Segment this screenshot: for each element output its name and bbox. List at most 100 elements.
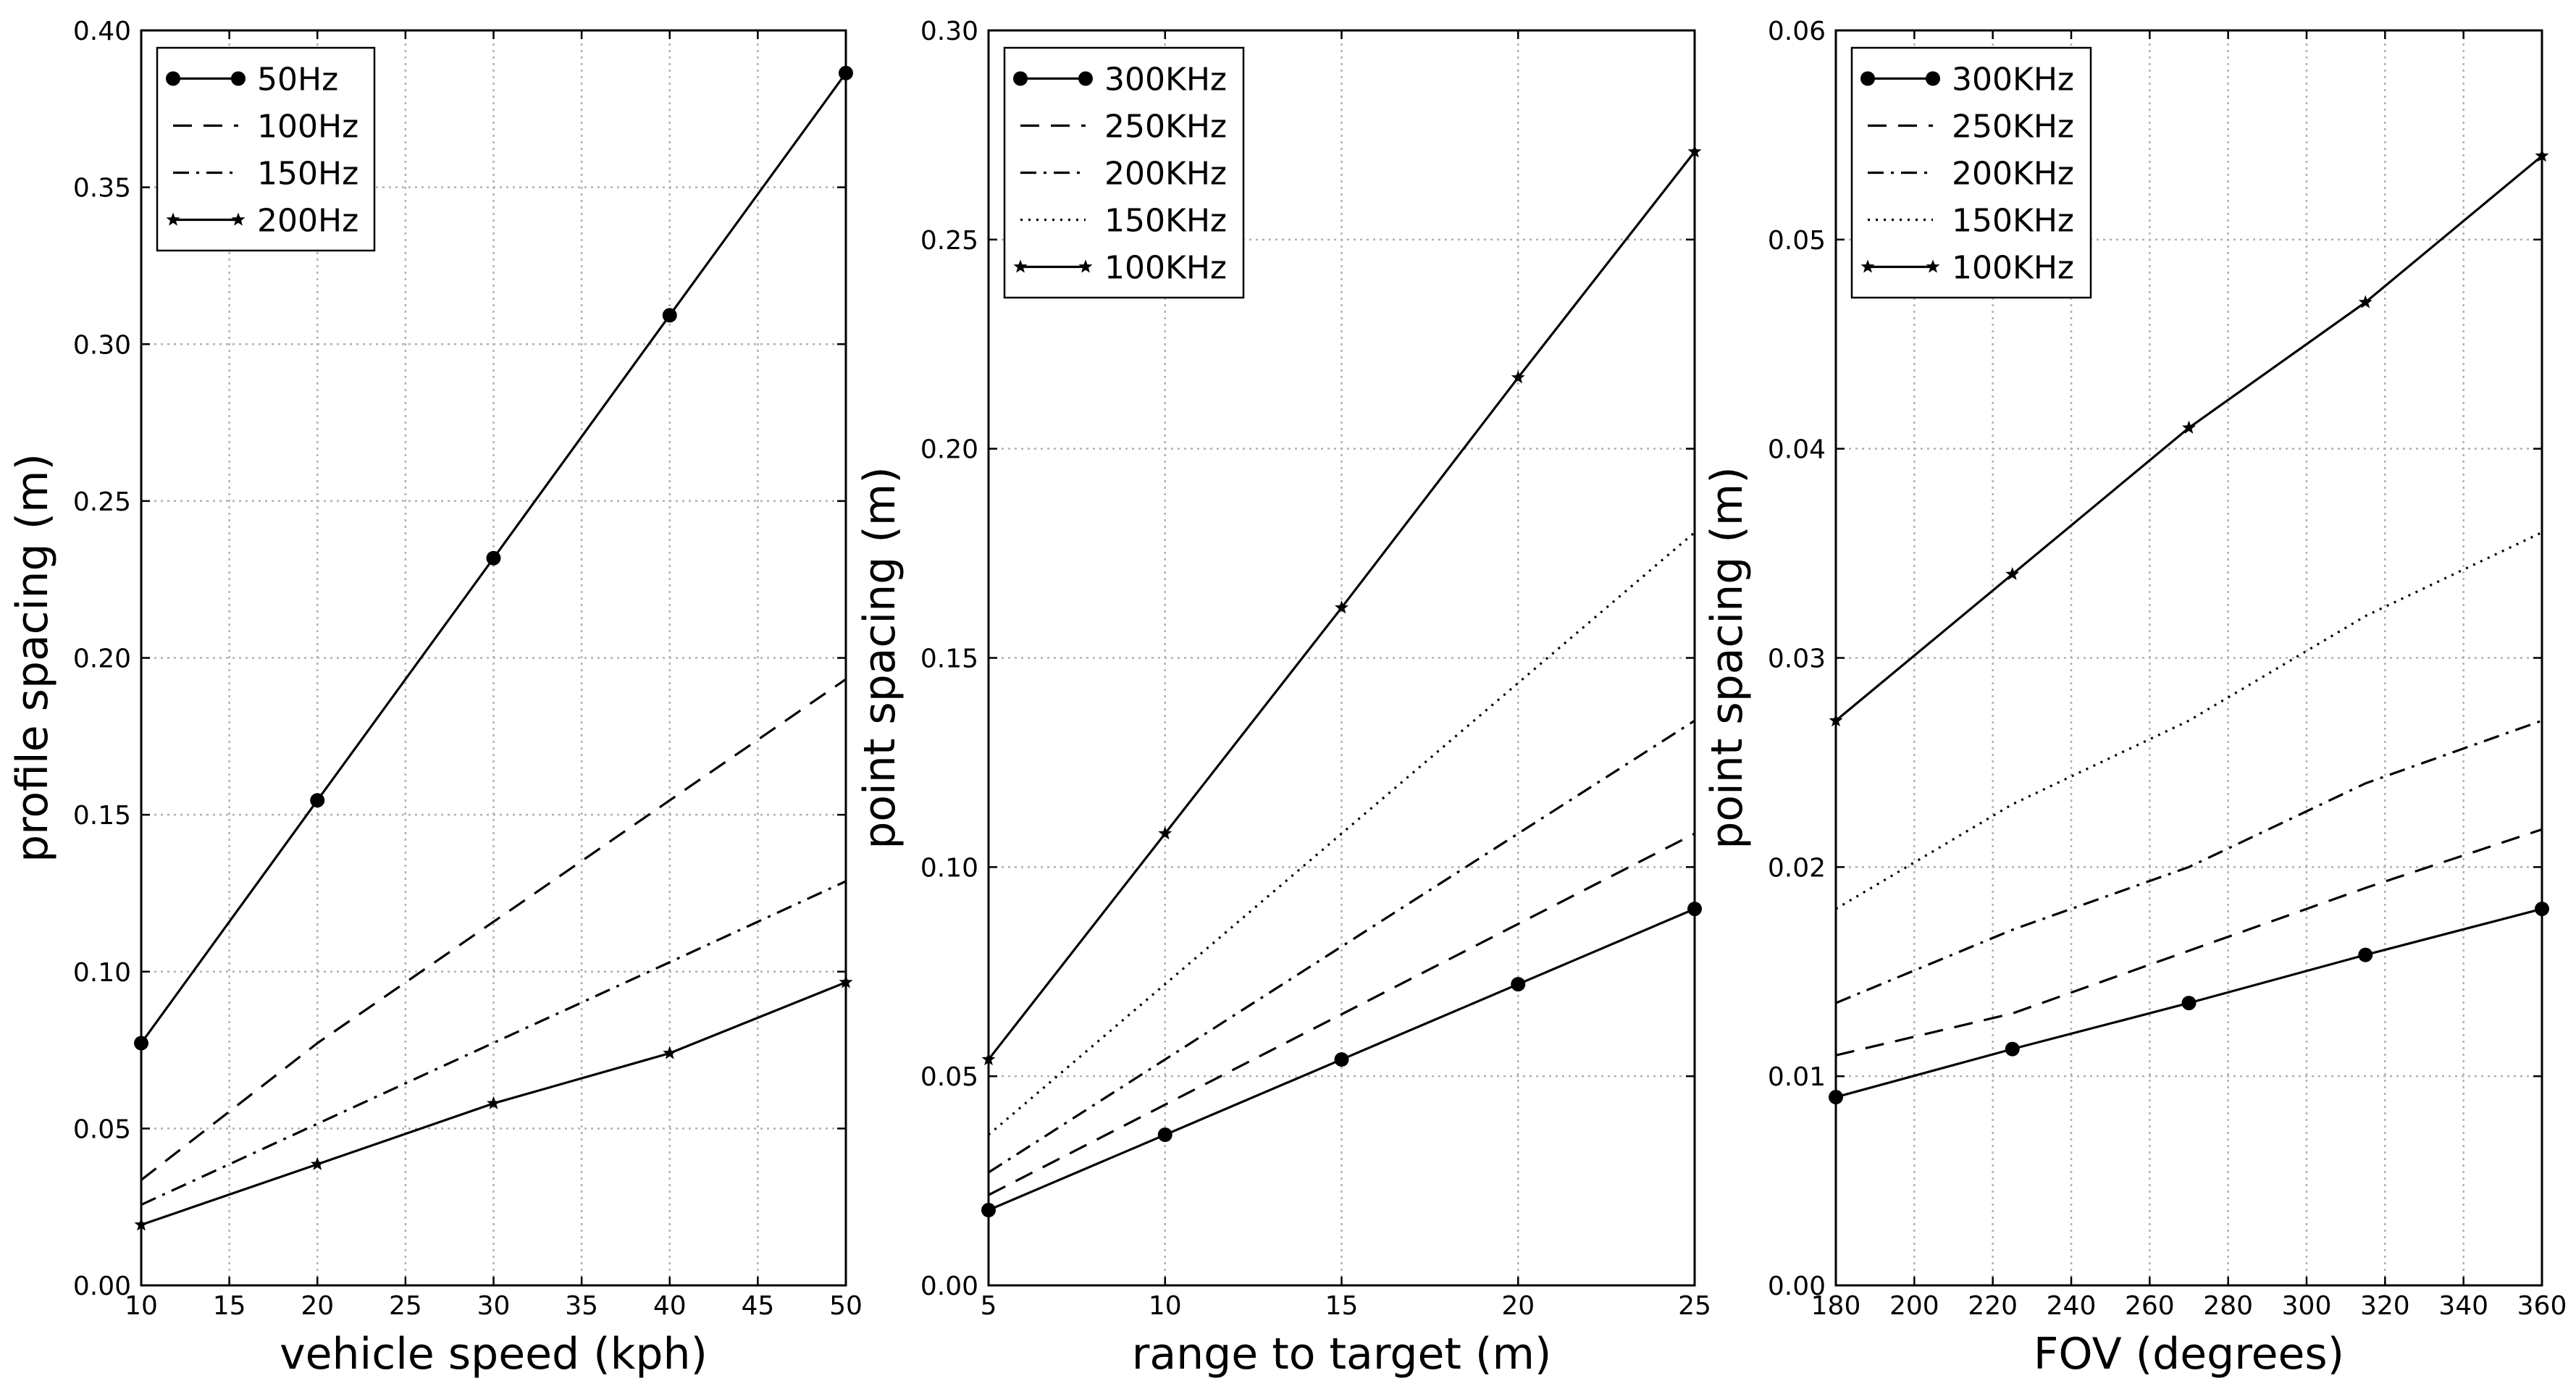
- y-tick-label: 0.25: [920, 226, 978, 256]
- x-tick-label: 10: [125, 1291, 158, 1321]
- legend-entry-300khz: 300KHz: [1860, 62, 2074, 98]
- legend-entry-250khz-label: 250KHz: [1952, 109, 2074, 146]
- series-150khz: [1835, 531, 2543, 910]
- series-100khz-point: [1158, 826, 1172, 840]
- legend-entry-300khz-point: [1860, 71, 1875, 86]
- series-300khz-point: [2358, 947, 2373, 962]
- y-tick-label: 0.40: [73, 17, 131, 46]
- series-200hz-point: [663, 1046, 677, 1059]
- y-tick-label: 0.30: [73, 330, 131, 360]
- series-50hz: [134, 65, 853, 1051]
- legend-entry-150khz: 150KHz: [1868, 203, 2074, 240]
- series-100khz-point: [2181, 420, 2197, 434]
- series-200khz: [988, 719, 1695, 1174]
- legend-entry-250khz: 250KHz: [1020, 109, 1227, 146]
- y-tick-label: 0.15: [920, 644, 978, 674]
- legend-entry-200hz-point: [166, 212, 180, 226]
- series-100hz: [140, 678, 847, 1181]
- x-tick-label: 15: [213, 1291, 246, 1321]
- legend-entry-150hz-label: 150Hz: [257, 156, 358, 193]
- legend-entry-50hz-point: [166, 71, 180, 86]
- range-to-target-panel: 5 10 15 20 25 0.00 0.05 0.10 0.15 0.20 0.25 0.30 ran…: [855, 17, 1711, 1380]
- legend-entry-100khz-point: [1078, 259, 1093, 273]
- legend-fov: 300KHz 250KHz 200KHz 150KHz 100KHz: [1850, 46, 2092, 299]
- x-tick-label: 5: [981, 1291, 997, 1321]
- legend-profile: 50Hz 100Hz 150Hz 200Hz: [156, 46, 376, 252]
- legend-entry-50hz-point: [231, 71, 246, 86]
- y-tick-label: 0.20: [920, 435, 978, 465]
- x-tick-label: 35: [565, 1291, 598, 1321]
- series-200hz-point: [310, 1156, 324, 1170]
- legend-entry-100khz-label: 100KHz: [1104, 250, 1227, 287]
- x-tick-label: 220: [1968, 1291, 2018, 1321]
- y-tick-label: 0.30: [920, 17, 978, 46]
- series-300khz-point: [2181, 996, 2197, 1011]
- y-tick-label: 0.10: [920, 853, 978, 883]
- series-100khz-point: [2005, 566, 2020, 581]
- y-tick-label: 0.03: [1768, 644, 1826, 674]
- series-100hz-line: [140, 678, 847, 1181]
- legend-entry-250khz: 250KHz: [1868, 109, 2074, 146]
- x-tick-label: 340: [2438, 1291, 2488, 1321]
- x-tick-label: 30: [477, 1291, 511, 1321]
- series-300khz-point: [1157, 1128, 1172, 1143]
- axes-frame: [1834, 29, 2543, 1287]
- legend-range: 300KHz 250KHz 200KHz 150KHz 100KHz: [1003, 46, 1245, 299]
- legend-entry-300khz-label: 300KHz: [1104, 62, 1227, 98]
- x-tick-label: 300: [2282, 1291, 2332, 1321]
- series-250khz-line: [988, 832, 1695, 1196]
- x-tick-label: 40: [653, 1291, 687, 1321]
- x-tick-label: 25: [1678, 1291, 1711, 1321]
- series-150khz-line: [1835, 531, 2543, 910]
- series-200khz-line: [988, 719, 1695, 1174]
- legend-entry-300khz-label: 300KHz: [1952, 62, 2074, 98]
- series-300khz-point: [1511, 977, 1526, 992]
- y-tick-label: 0.05: [73, 1114, 131, 1144]
- legend-entry-300khz: 300KHz: [1013, 62, 1227, 98]
- x-tick-label: 20: [1501, 1291, 1535, 1321]
- series-50hz-point: [310, 793, 325, 808]
- series-50hz-point: [486, 550, 501, 566]
- x-tick-label: 15: [1325, 1291, 1359, 1321]
- x-tick-label: 10: [1149, 1291, 1182, 1321]
- series-200hz-point: [486, 1096, 501, 1109]
- series-200khz-line: [1835, 719, 2543, 1004]
- y-tick-label: 0.00: [1768, 1272, 1826, 1301]
- series-100khz-point: [2358, 295, 2372, 308]
- y-tick-label: 0.05: [920, 1062, 978, 1092]
- series-200khz: [1835, 719, 2543, 1004]
- series-250khz: [988, 832, 1695, 1196]
- x-tick-label: 200: [1889, 1291, 1939, 1321]
- x-axis-label: range to target (m): [1132, 1329, 1552, 1380]
- series-150khz: [987, 531, 1696, 1136]
- x-tick-label: 280: [2203, 1291, 2253, 1321]
- legend-entry-150khz-label: 150KHz: [1952, 203, 2074, 240]
- legend-entry-100khz: 100KHz: [1013, 250, 1227, 287]
- y-tick-label: 0.00: [920, 1272, 978, 1301]
- series-300khz-point: [2005, 1041, 2020, 1057]
- x-tick-label: 360: [2517, 1291, 2567, 1321]
- y-axis-label: point spacing (m): [855, 466, 905, 849]
- vehicle-speed-panel: 10 15 20 25 30 35 40 45 50 0.00 0.05 0.10 0.15 0.20 0.…: [7, 17, 863, 1380]
- legend-entry-300khz-point: [1078, 71, 1093, 86]
- y-axis-label: profile spacing (m): [7, 453, 58, 862]
- legend-entry-300khz-point: [1013, 71, 1028, 86]
- series-300khz: [1829, 902, 2549, 1105]
- legend-entry-100khz-point: [1926, 259, 1940, 273]
- legend-entry-150khz: 150KHz: [1020, 203, 1227, 240]
- series-150hz-line: [140, 880, 847, 1206]
- legend-entry-250khz-label: 250KHz: [1104, 109, 1227, 146]
- x-tick-label: 320: [2360, 1291, 2410, 1321]
- y-tick-label: 0.06: [1768, 17, 1826, 46]
- x-axis-label: FOV (degrees): [2034, 1329, 2344, 1380]
- y-tick-label: 0.04: [1768, 435, 1826, 465]
- legend-entry-150hz: 150Hz: [173, 156, 358, 193]
- series-150hz: [140, 880, 847, 1206]
- series-100khz-point: [1334, 600, 1349, 614]
- legend-entry-200hz: 200Hz: [166, 203, 358, 240]
- legend-entry-200hz-label: 200Hz: [257, 203, 358, 240]
- legend-entry-100hz: 100Hz: [173, 109, 358, 146]
- y-tick-label: 0.10: [73, 958, 131, 988]
- x-tick-label: 50: [829, 1291, 863, 1321]
